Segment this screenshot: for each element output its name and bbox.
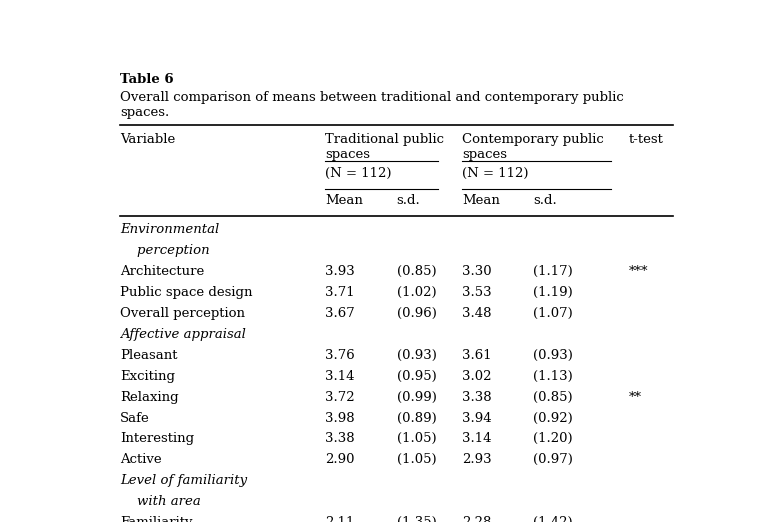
Text: (0.97): (0.97) <box>534 453 574 466</box>
Text: Relaxing: Relaxing <box>120 390 178 404</box>
Text: s.d.: s.d. <box>396 195 420 207</box>
Text: Level of familiarity: Level of familiarity <box>120 474 247 487</box>
Text: (1.35): (1.35) <box>396 516 436 522</box>
Text: (1.05): (1.05) <box>396 453 436 466</box>
Text: with area: with area <box>120 495 200 508</box>
Text: (0.85): (0.85) <box>534 390 573 404</box>
Text: Public space design: Public space design <box>120 286 253 299</box>
Text: (1.19): (1.19) <box>534 286 573 299</box>
Text: (0.85): (0.85) <box>396 265 436 278</box>
Text: 3.93: 3.93 <box>325 265 355 278</box>
Text: (N = 112): (N = 112) <box>325 167 392 180</box>
Text: Variable: Variable <box>120 133 175 146</box>
Text: 3.71: 3.71 <box>325 286 355 299</box>
Text: 3.94: 3.94 <box>462 411 492 424</box>
Text: 3.14: 3.14 <box>462 432 492 445</box>
Text: 3.30: 3.30 <box>462 265 492 278</box>
Text: Mean: Mean <box>462 195 500 207</box>
Text: Overall perception: Overall perception <box>120 307 245 320</box>
Text: (1.05): (1.05) <box>396 432 436 445</box>
Text: 2.90: 2.90 <box>325 453 355 466</box>
Text: Table 6: Table 6 <box>120 73 174 86</box>
Text: (1.20): (1.20) <box>534 432 573 445</box>
Text: Contemporary public
spaces: Contemporary public spaces <box>462 133 604 161</box>
Text: 3.14: 3.14 <box>325 370 355 383</box>
Text: (1.13): (1.13) <box>534 370 573 383</box>
Text: Active: Active <box>120 453 161 466</box>
Text: s.d.: s.d. <box>534 195 558 207</box>
Text: Overall comparison of means between traditional and contemporary public
spaces.: Overall comparison of means between trad… <box>120 91 624 119</box>
Text: 3.38: 3.38 <box>462 390 492 404</box>
Text: 3.61: 3.61 <box>462 349 492 362</box>
Text: 3.72: 3.72 <box>325 390 355 404</box>
Text: 3.48: 3.48 <box>462 307 492 320</box>
Text: 2.11: 2.11 <box>325 516 355 522</box>
Text: (1.17): (1.17) <box>534 265 573 278</box>
Text: Pleasant: Pleasant <box>120 349 177 362</box>
Text: ***: *** <box>629 265 648 278</box>
Text: 3.02: 3.02 <box>462 370 492 383</box>
Text: (0.96): (0.96) <box>396 307 436 320</box>
Text: (0.95): (0.95) <box>396 370 436 383</box>
Text: (0.92): (0.92) <box>534 411 573 424</box>
Text: 3.76: 3.76 <box>325 349 355 362</box>
Text: 3.67: 3.67 <box>325 307 355 320</box>
Text: Familiarity: Familiarity <box>120 516 192 522</box>
Text: Mean: Mean <box>325 195 363 207</box>
Text: 2.28: 2.28 <box>462 516 492 522</box>
Text: 3.53: 3.53 <box>462 286 492 299</box>
Text: 2.93: 2.93 <box>462 453 492 466</box>
Text: perception: perception <box>120 244 210 257</box>
Text: (0.93): (0.93) <box>534 349 574 362</box>
Text: t-test: t-test <box>629 133 664 146</box>
Text: Traditional public
spaces: Traditional public spaces <box>325 133 444 161</box>
Text: Affective appraisal: Affective appraisal <box>120 328 246 341</box>
Text: (1.02): (1.02) <box>396 286 436 299</box>
Text: (0.89): (0.89) <box>396 411 436 424</box>
Text: (0.93): (0.93) <box>396 349 436 362</box>
Text: 3.38: 3.38 <box>325 432 355 445</box>
Text: Exciting: Exciting <box>120 370 175 383</box>
Text: **: ** <box>629 390 642 404</box>
Text: Interesting: Interesting <box>120 432 194 445</box>
Text: Environmental: Environmental <box>120 223 219 236</box>
Text: (0.99): (0.99) <box>396 390 436 404</box>
Text: (1.42): (1.42) <box>534 516 573 522</box>
Text: Architecture: Architecture <box>120 265 204 278</box>
Text: (N = 112): (N = 112) <box>462 167 528 180</box>
Text: 3.98: 3.98 <box>325 411 355 424</box>
Text: (1.07): (1.07) <box>534 307 573 320</box>
Text: Safe: Safe <box>120 411 150 424</box>
